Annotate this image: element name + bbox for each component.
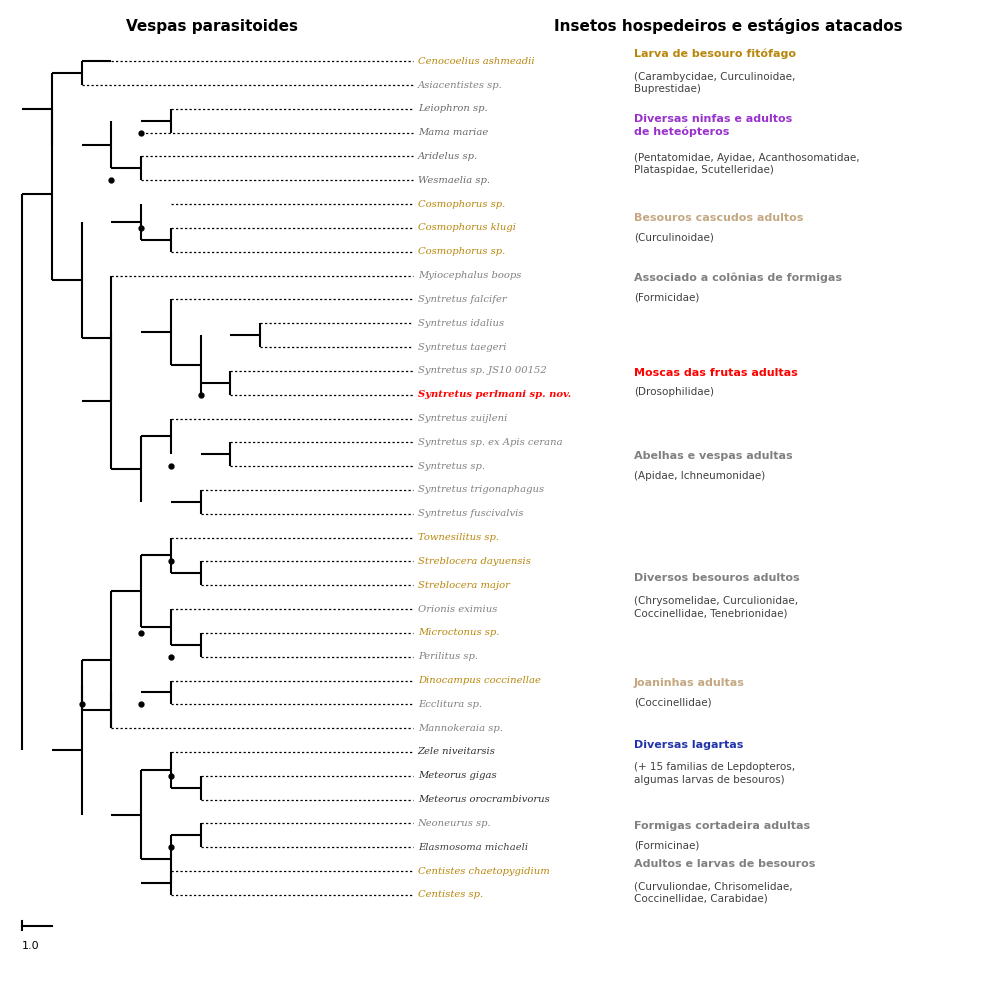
Text: Syntretus fuscivalvis: Syntretus fuscivalvis: [418, 509, 523, 518]
Text: (Chrysomelidae, Curculionidae,
Coccinellidae, Tenebrionidae): (Chrysomelidae, Curculionidae, Coccinell…: [634, 596, 798, 618]
Text: Adultos e larvas de besouros: Adultos e larvas de besouros: [634, 859, 815, 869]
Text: Diversos besouros adultos: Diversos besouros adultos: [634, 573, 800, 583]
Text: Syntretus perlmani sp. nov.: Syntretus perlmani sp. nov.: [418, 390, 571, 399]
Text: Orionis eximius: Orionis eximius: [418, 605, 497, 614]
Text: Elasmosoma michaeli: Elasmosoma michaeli: [418, 843, 528, 852]
Text: Formigas cortadeira adultas: Formigas cortadeira adultas: [634, 821, 810, 831]
Text: Mama mariae: Mama mariae: [418, 128, 488, 137]
Text: Microctonus sp.: Microctonus sp.: [418, 628, 499, 637]
Text: (Coccinellidae): (Coccinellidae): [634, 697, 712, 707]
Text: (Pentatomidae, Ayidae, Acanthosomatidae,
Plataspidae, Scutelleridae): (Pentatomidae, Ayidae, Acanthosomatidae,…: [634, 153, 860, 175]
Text: Syntretus falcifer: Syntretus falcifer: [418, 295, 506, 304]
Text: Moscas das frutas adultas: Moscas das frutas adultas: [634, 368, 798, 378]
Text: Leiophron sp.: Leiophron sp.: [418, 104, 487, 113]
Text: Besouros cascudos adultos: Besouros cascudos adultos: [634, 213, 803, 223]
Text: 1.0: 1.0: [22, 941, 40, 951]
Text: Cenocoelius ashmeadii: Cenocoelius ashmeadii: [418, 57, 534, 66]
Text: Asiacentistes sp.: Asiacentistes sp.: [418, 81, 502, 90]
Text: Townesilitus sp.: Townesilitus sp.: [418, 533, 499, 542]
Text: Cosmophorus klugi: Cosmophorus klugi: [418, 223, 516, 232]
Text: Diversas lagartas: Diversas lagartas: [634, 740, 743, 750]
Text: (+ 15 familias de Lepdopteros,
algumas larvas de besouros): (+ 15 familias de Lepdopteros, algumas l…: [634, 762, 795, 785]
Text: (Curvuliondae, Chrisomelidae,
Coccinellidae, Carabidae): (Curvuliondae, Chrisomelidae, Coccinelli…: [634, 881, 792, 904]
Text: Vespas parasitoides: Vespas parasitoides: [126, 19, 298, 34]
Text: Streblocera major: Streblocera major: [418, 581, 510, 590]
Text: Syntretus sp.: Syntretus sp.: [418, 462, 485, 471]
Text: (Formicidae): (Formicidae): [634, 292, 699, 302]
Text: Syntretus idalius: Syntretus idalius: [418, 319, 504, 328]
Text: Zele niveitarsis: Zele niveitarsis: [418, 747, 496, 756]
Text: (Formicinae): (Formicinae): [634, 840, 699, 850]
Text: Aridelus sp.: Aridelus sp.: [418, 152, 478, 161]
Text: Syntretus taegeri: Syntretus taegeri: [418, 343, 506, 352]
Text: Mannokeraia sp.: Mannokeraia sp.: [418, 724, 503, 733]
Text: (Apidae, Ichneumonidae): (Apidae, Ichneumonidae): [634, 471, 765, 481]
Text: Associado a colônias de formigas: Associado a colônias de formigas: [634, 273, 842, 283]
Text: Insetos hospedeiros e estágios atacados: Insetos hospedeiros e estágios atacados: [554, 18, 902, 34]
Text: Dinocampus coccinellae: Dinocampus coccinellae: [418, 676, 541, 685]
Text: Syntretus sp. JS10 00152: Syntretus sp. JS10 00152: [418, 366, 546, 375]
Text: Syntretus trigonaphagus: Syntretus trigonaphagus: [418, 485, 544, 494]
Text: Syntretus sp. ex Apis cerana: Syntretus sp. ex Apis cerana: [418, 438, 562, 447]
Text: (Curculinoidae): (Curculinoidae): [634, 233, 714, 243]
Text: Cosmophorus sp.: Cosmophorus sp.: [418, 200, 505, 209]
Text: Syntretus zuijleni: Syntretus zuijleni: [418, 414, 507, 423]
Text: Neoneurus sp.: Neoneurus sp.: [418, 819, 491, 828]
Text: Streblocera dayuensis: Streblocera dayuensis: [418, 557, 531, 566]
Text: Meteorus gigas: Meteorus gigas: [418, 771, 496, 780]
Text: Centistes sp.: Centistes sp.: [418, 890, 483, 899]
Text: Centistes chaetopygidium: Centistes chaetopygidium: [418, 867, 549, 876]
Text: Meteorus orocrambivorus: Meteorus orocrambivorus: [418, 795, 549, 804]
Text: Joaninhas adultas: Joaninhas adultas: [634, 678, 745, 688]
Text: Larva de besouro fitófago: Larva de besouro fitófago: [634, 49, 796, 59]
Text: (Drosophilidae): (Drosophilidae): [634, 387, 714, 397]
Text: (Carambycidae, Curculinoidae,
Buprestidae): (Carambycidae, Curculinoidae, Buprestida…: [634, 72, 795, 94]
Text: Wesmaelia sp.: Wesmaelia sp.: [418, 176, 490, 185]
Text: Ecclitura sp.: Ecclitura sp.: [418, 700, 482, 709]
Text: Perilitus sp.: Perilitus sp.: [418, 652, 478, 661]
Text: Abelhas e vespas adultas: Abelhas e vespas adultas: [634, 451, 792, 461]
Text: Myiocephalus boops: Myiocephalus boops: [418, 271, 521, 280]
Text: Cosmophorus sp.: Cosmophorus sp.: [418, 247, 505, 256]
Text: Diversas ninfas e adultos
de heteópteros: Diversas ninfas e adultos de heteópteros: [634, 114, 792, 137]
